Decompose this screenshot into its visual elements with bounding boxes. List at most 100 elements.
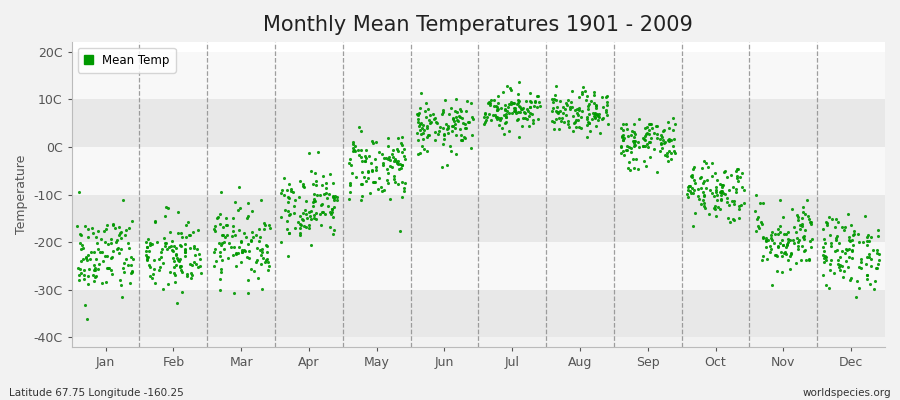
Point (631, 139, 645, 145)
Point (307, 190, 321, 197)
Point (214, 189, 229, 195)
Point (794, 257, 808, 263)
Point (776, 241, 790, 248)
Point (365, 167, 380, 173)
Point (567, 120, 581, 126)
Point (511, 116, 526, 123)
Point (143, 240, 157, 247)
Point (182, 232, 196, 238)
Point (249, 258, 264, 265)
Point (158, 239, 173, 246)
Point (184, 275, 198, 281)
Point (213, 287, 228, 293)
Point (632, 116, 646, 122)
Point (241, 248, 256, 254)
Point (511, 96, 526, 103)
Point (241, 212, 256, 219)
Point (364, 160, 378, 166)
Point (490, 114, 504, 120)
Point (99, 278, 113, 285)
Point (685, 172, 699, 178)
Point (860, 272, 875, 278)
Point (580, 114, 594, 120)
Point (140, 239, 154, 246)
Point (697, 202, 711, 209)
Point (556, 109, 571, 116)
Point (303, 242, 318, 249)
Point (454, 137, 469, 143)
Point (548, 92, 562, 98)
Point (549, 108, 563, 114)
Point (233, 258, 248, 265)
Point (516, 105, 530, 111)
Point (116, 269, 130, 276)
Point (410, 111, 425, 118)
Point (832, 262, 847, 268)
Point (282, 194, 296, 201)
Point (621, 132, 635, 139)
Point (221, 255, 236, 262)
Point (177, 253, 192, 259)
Point (379, 155, 393, 162)
Point (410, 111, 424, 117)
Point (362, 152, 376, 159)
Point (326, 231, 340, 237)
Point (622, 158, 636, 165)
Point (320, 195, 335, 201)
Point (413, 105, 428, 112)
Point (306, 181, 320, 187)
Point (122, 280, 137, 286)
Point (653, 131, 668, 138)
Point (763, 232, 778, 238)
Point (458, 125, 473, 131)
Point (530, 104, 544, 110)
Point (499, 120, 513, 126)
Point (212, 240, 226, 246)
Point (215, 240, 230, 246)
Point (822, 285, 836, 292)
Point (790, 212, 805, 218)
Point (364, 138, 379, 144)
Point (775, 268, 789, 275)
Point (498, 102, 512, 108)
Point (665, 115, 680, 121)
Point (523, 104, 537, 110)
Point (696, 188, 710, 195)
Point (650, 123, 664, 130)
Point (590, 117, 605, 123)
Point (316, 208, 330, 215)
Point (680, 184, 695, 190)
Point (531, 93, 545, 99)
Point (207, 263, 221, 269)
Bar (72, 194, 885, 242)
Point (531, 116, 545, 122)
Point (486, 112, 500, 118)
Point (828, 237, 842, 243)
Point (861, 251, 876, 258)
Point (74, 232, 88, 238)
Point (725, 198, 740, 204)
Point (734, 184, 749, 190)
Point (344, 162, 358, 168)
Point (592, 130, 607, 136)
Point (79, 256, 94, 263)
Point (625, 128, 639, 134)
Text: Latitude 67.75 Longitude -160.25: Latitude 67.75 Longitude -160.25 (9, 388, 184, 398)
Point (791, 246, 806, 252)
Point (253, 247, 267, 253)
Point (778, 231, 793, 238)
Point (280, 186, 294, 193)
Point (580, 133, 594, 140)
Point (572, 104, 586, 111)
Point (148, 219, 162, 226)
Point (708, 206, 723, 212)
Point (159, 203, 174, 210)
Point (796, 209, 810, 216)
Point (816, 272, 831, 278)
Point (442, 111, 456, 117)
Point (599, 108, 614, 115)
Point (778, 248, 792, 255)
Point (262, 222, 276, 228)
Point (545, 99, 560, 105)
Point (302, 208, 316, 215)
